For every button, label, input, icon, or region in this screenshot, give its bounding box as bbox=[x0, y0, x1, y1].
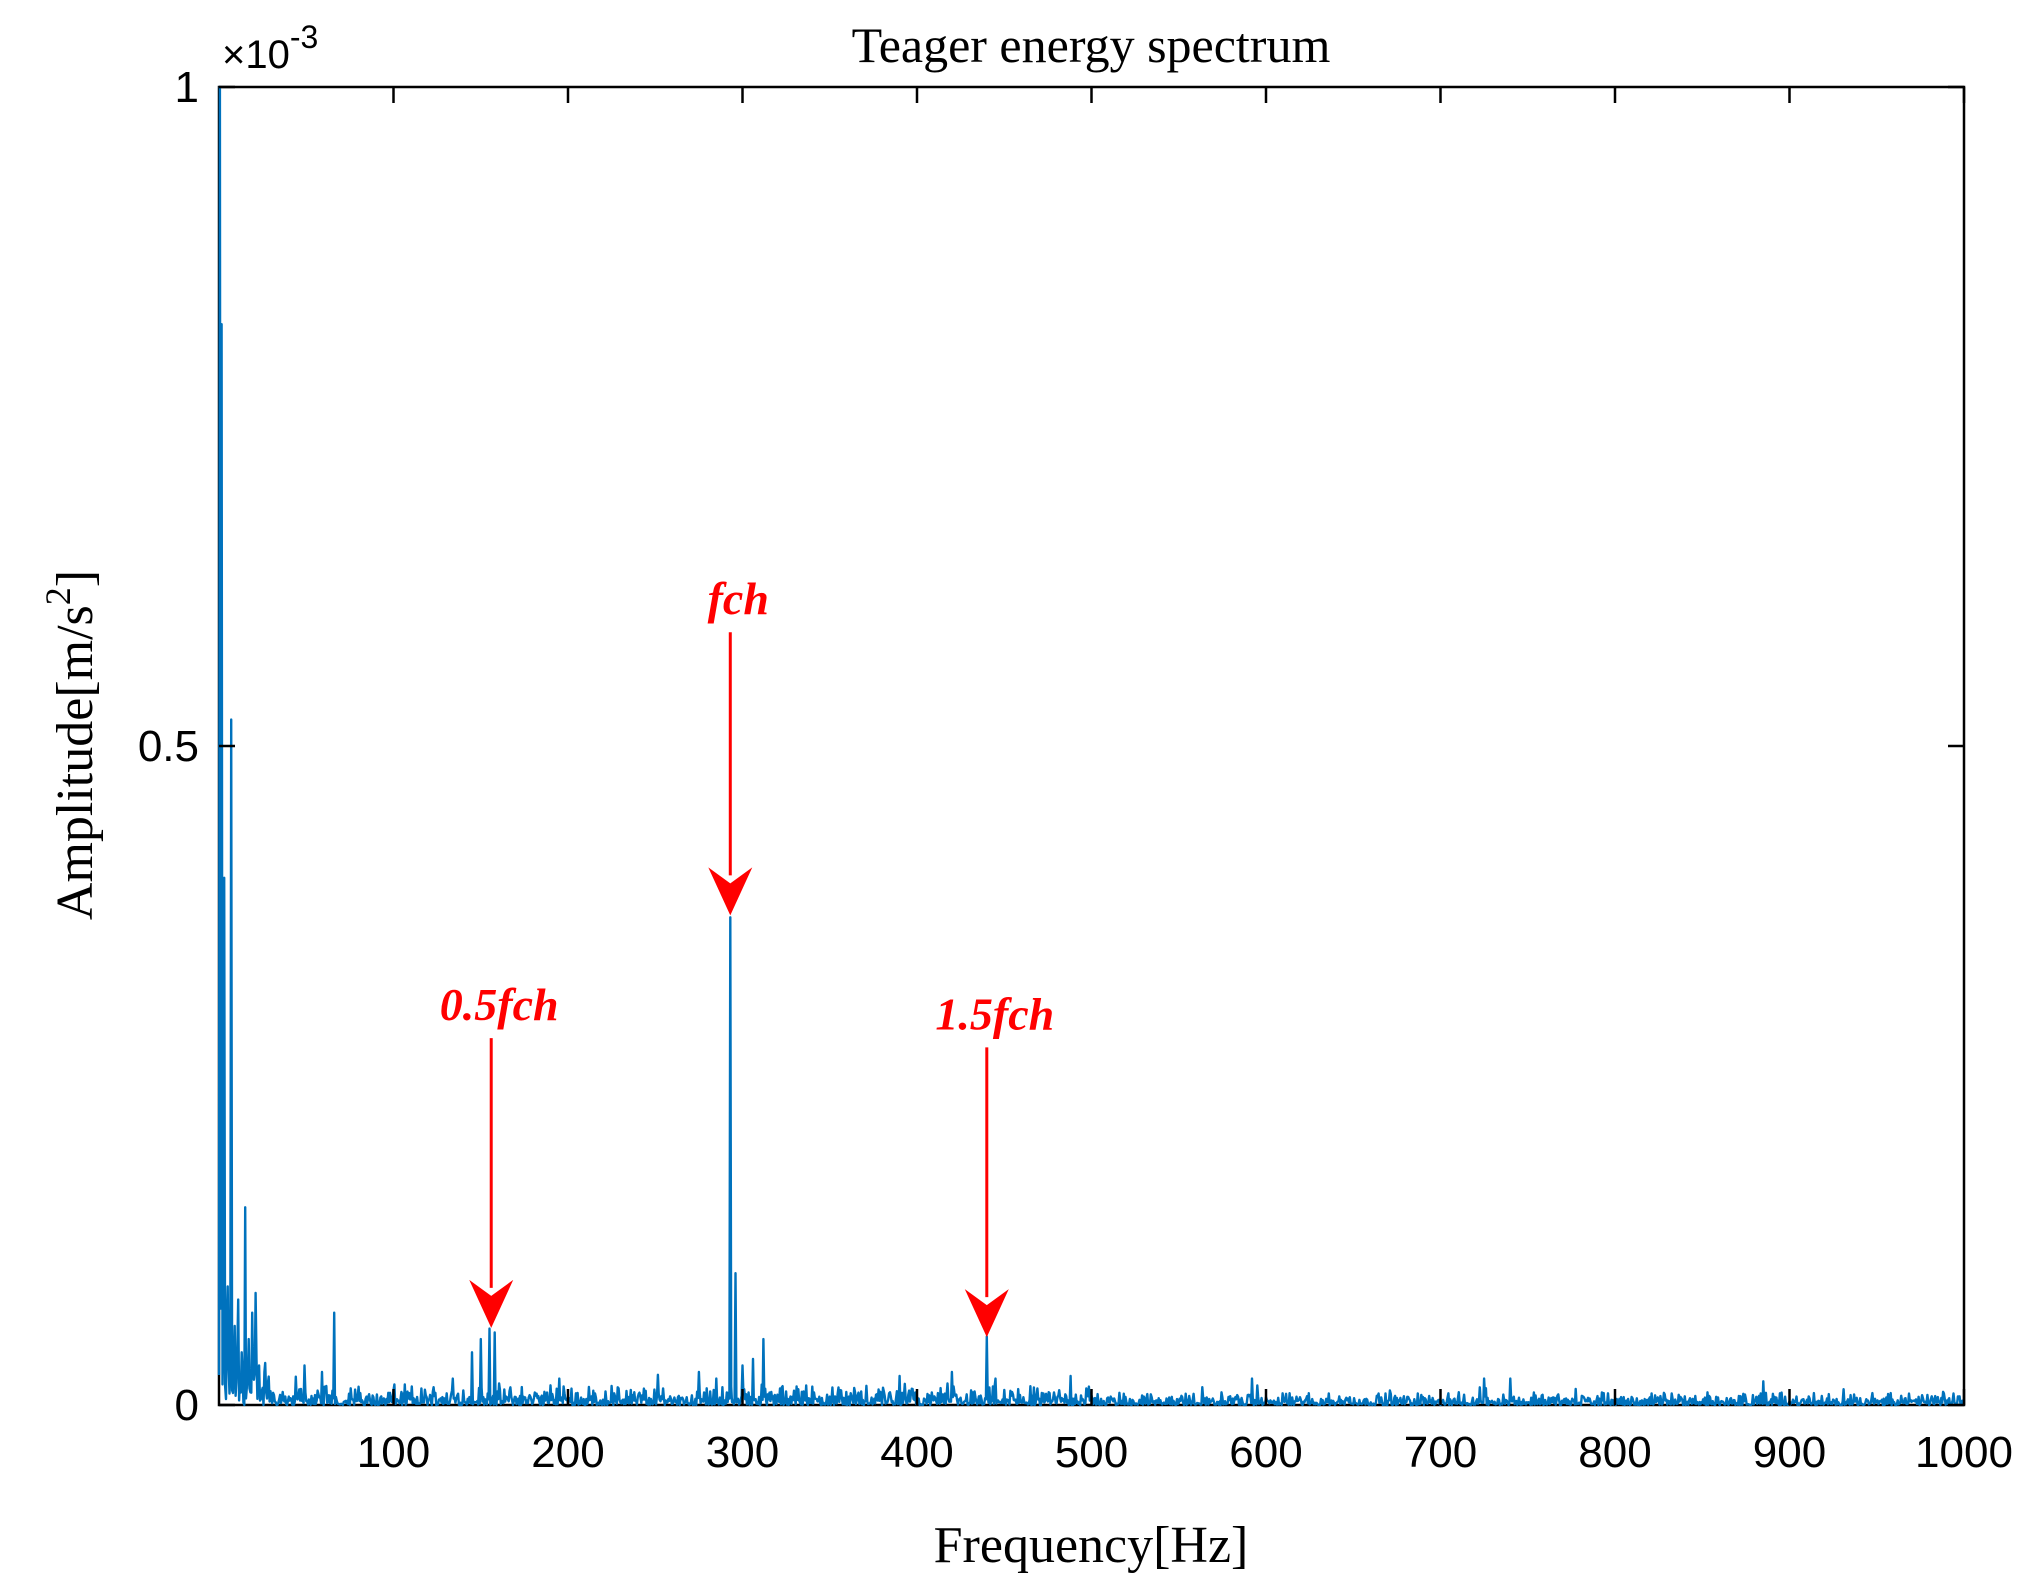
annotation-arrow-head bbox=[469, 1279, 514, 1328]
chart-title: Teager energy spectrum bbox=[852, 17, 1331, 73]
annotation-label: 1.5fch bbox=[935, 988, 1054, 1039]
y-tick-label: 1 bbox=[175, 63, 199, 112]
x-tick-label: 100 bbox=[357, 1428, 430, 1477]
exponent-base: ×10 bbox=[222, 33, 290, 77]
x-tick-label: 600 bbox=[1229, 1428, 1302, 1477]
annotation-fch: fch bbox=[708, 573, 769, 916]
x-tick-label: 200 bbox=[531, 1428, 604, 1477]
annotation-0.5fch: 0.5fch bbox=[440, 979, 559, 1328]
y-axis-label-superscript: 2 bbox=[38, 587, 78, 605]
x-tick-label: 500 bbox=[1055, 1428, 1128, 1477]
y-axis-label-close: ] bbox=[47, 570, 104, 587]
x-axis-label: Frequency[Hz] bbox=[934, 1517, 1249, 1574]
y-tick-label: 0.5 bbox=[138, 722, 199, 771]
x-axis-ticks: 100 200 300 400 500 600 700 800 900 1000 bbox=[357, 87, 2013, 1477]
x-tick-label: 300 bbox=[706, 1428, 779, 1477]
y-axis-label-main: Amplitude[m/s bbox=[47, 605, 104, 920]
x-tick-label: 1000 bbox=[1915, 1428, 2013, 1477]
x-tick-label: 400 bbox=[880, 1428, 953, 1477]
annotation-label: fch bbox=[708, 573, 769, 624]
exponent-power: -3 bbox=[290, 19, 318, 55]
annotation-arrow-head bbox=[708, 867, 753, 916]
y-tick-label: 0 bbox=[175, 1381, 199, 1430]
y-axis-exponent: ×10-3 bbox=[222, 19, 318, 77]
x-tick-label: 800 bbox=[1578, 1428, 1651, 1477]
peak-annotations: 0.5fch fch 1.5fch bbox=[440, 573, 1054, 1338]
annotation-label: 0.5fch bbox=[440, 979, 559, 1030]
y-axis-ticks: 00.51 bbox=[138, 63, 1964, 1430]
y-axis-label: Amplitude[m/s2] bbox=[38, 570, 104, 920]
x-tick-label: 900 bbox=[1753, 1428, 1826, 1477]
annotation-arrow-head bbox=[964, 1289, 1009, 1338]
x-tick-label: 700 bbox=[1404, 1428, 1477, 1477]
annotation-1.5fch: 1.5fch bbox=[935, 988, 1054, 1338]
